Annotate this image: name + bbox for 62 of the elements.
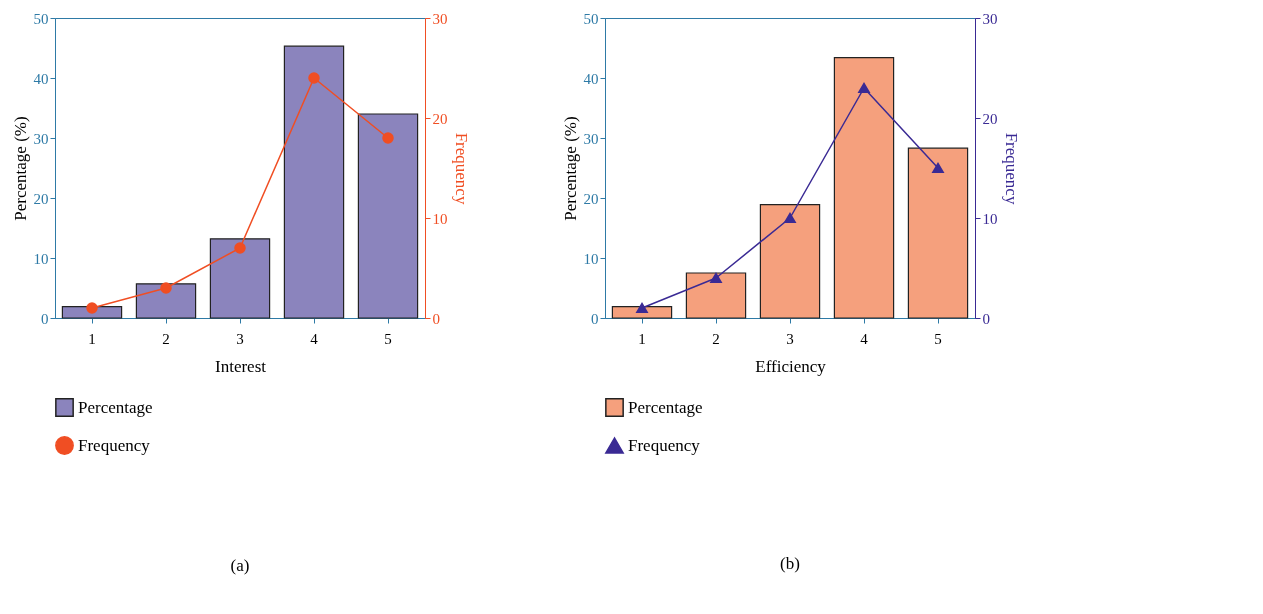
point	[636, 302, 648, 314]
point	[86, 302, 98, 314]
bar	[357, 113, 419, 319]
legend-label: Frequency	[78, 435, 151, 455]
y2-axis-title: Frequency	[1001, 132, 1021, 205]
y-tick-label: 10	[583, 250, 599, 267]
x-tick-label: 3	[236, 330, 244, 347]
y2-tick-label: 30	[432, 10, 448, 27]
y-tick-label: 40	[33, 70, 49, 87]
point	[710, 272, 722, 284]
point	[234, 242, 246, 254]
y-tick-label: 40	[583, 70, 599, 87]
x-tick-label: 1	[638, 330, 646, 347]
x-tick-label: 2	[712, 330, 720, 347]
x-tick-label: 5	[934, 330, 942, 347]
y-axis-title: Percentage (%)	[10, 116, 30, 221]
bar	[907, 147, 969, 319]
bar	[759, 204, 821, 319]
y-axis-title: Percentage (%)	[560, 116, 580, 221]
y-tick-label: 50	[583, 10, 599, 27]
y-tick-label: 50	[33, 10, 49, 27]
text: (a)	[230, 556, 250, 575]
bar	[611, 306, 673, 319]
bar	[61, 306, 123, 319]
point	[858, 82, 870, 94]
bar	[283, 45, 345, 319]
x-tick-label: 1	[88, 330, 96, 347]
legend-label: Frequency	[628, 435, 701, 455]
x-axis-title: Interest	[215, 356, 267, 376]
y2-tick-label: 0	[432, 310, 440, 327]
y2-tick-label: 10	[982, 210, 998, 227]
y2-tick-label: 30	[982, 10, 998, 27]
point	[932, 162, 944, 174]
bar	[833, 57, 895, 319]
y-tick-label: 0	[591, 310, 599, 327]
y2-tick-label: 0	[982, 310, 990, 327]
point	[160, 282, 172, 294]
x-tick-label: 5	[384, 330, 392, 347]
y2-tick-label: 20	[982, 110, 998, 127]
legend-label: Percentage	[628, 397, 703, 417]
point	[382, 132, 394, 144]
text: (b)	[780, 554, 800, 573]
bar	[685, 272, 747, 319]
y2-axis-title: Frequency	[451, 132, 471, 205]
x-tick-label: 4	[860, 330, 869, 347]
legend-label: Percentage	[78, 397, 153, 417]
y-tick-label: 30	[583, 130, 599, 147]
y-tick-label: 0	[41, 310, 49, 327]
bar	[209, 238, 271, 319]
x-tick-label: 3	[786, 330, 794, 347]
y2-tick-label: 10	[432, 210, 448, 227]
x-tick-label: 2	[162, 330, 170, 347]
y-tick-label: 30	[33, 130, 49, 147]
y-tick-label: 10	[33, 250, 49, 267]
y2-tick-label: 20	[432, 110, 448, 127]
point	[784, 212, 796, 224]
x-tick-label: 4	[310, 330, 319, 347]
bar	[135, 283, 197, 319]
x-axis-title: Efficiency	[755, 356, 827, 376]
y-tick-label: 20	[583, 190, 599, 207]
point	[308, 72, 320, 84]
y-tick-label: 20	[33, 190, 49, 207]
